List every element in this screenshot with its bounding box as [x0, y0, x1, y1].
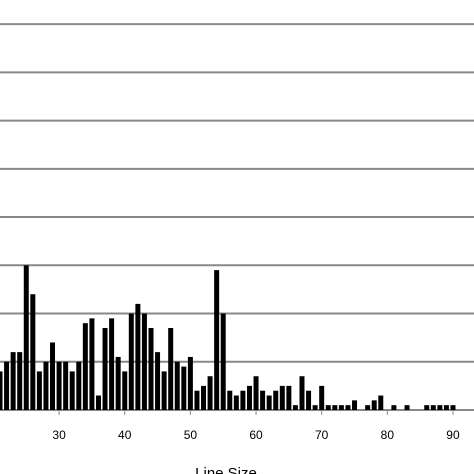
bar [95, 395, 101, 410]
bar [292, 405, 298, 410]
bar [122, 371, 128, 410]
bar [246, 385, 252, 410]
bar [286, 385, 292, 410]
bar [345, 405, 351, 410]
bar [82, 323, 88, 410]
bar [443, 405, 449, 410]
bar [201, 385, 207, 410]
x-tick-label: 90 [446, 428, 460, 442]
bar [233, 395, 239, 410]
bar [43, 361, 49, 410]
bar [161, 371, 167, 410]
bar [0, 371, 3, 410]
bar [325, 405, 331, 410]
bar [174, 361, 180, 410]
bar [279, 385, 285, 410]
bar [23, 265, 29, 410]
bar [391, 405, 397, 410]
bar [76, 361, 82, 410]
bar [450, 405, 456, 410]
bar [187, 356, 193, 410]
bar [253, 376, 259, 410]
bar [227, 390, 233, 410]
x-tick-label: 40 [118, 428, 132, 442]
bar [128, 313, 134, 410]
bar [63, 361, 69, 410]
bar [352, 400, 358, 410]
bar [168, 328, 174, 410]
bar [207, 376, 213, 410]
bar [135, 303, 141, 410]
bar [17, 352, 23, 410]
bar [332, 405, 338, 410]
bar [404, 405, 410, 410]
bar [266, 395, 272, 410]
x-tick-label: 30 [52, 428, 66, 442]
bar [299, 376, 305, 410]
bar [214, 270, 220, 410]
bar [181, 366, 187, 410]
bar [10, 352, 16, 410]
bar [148, 328, 154, 410]
bar [89, 318, 95, 410]
bar [36, 371, 42, 410]
bar [437, 405, 443, 410]
bar [50, 342, 56, 410]
bar [273, 390, 279, 410]
x-tick-label: 80 [381, 428, 395, 442]
x-tick-label: 60 [249, 428, 263, 442]
bar [378, 395, 384, 410]
bar [115, 356, 121, 410]
x-tick-label: 70 [315, 428, 329, 442]
bar [109, 318, 115, 410]
bar [69, 371, 75, 410]
bar [220, 313, 226, 410]
bar [30, 294, 36, 410]
bar [430, 405, 436, 410]
bar [194, 390, 200, 410]
bar [155, 352, 161, 410]
bar [240, 390, 246, 410]
bar [338, 405, 344, 410]
x-axis-label: Line Size [195, 465, 257, 474]
x-tick-label: 50 [184, 428, 198, 442]
bar [4, 361, 10, 410]
bar [141, 313, 147, 410]
bar [260, 390, 266, 410]
bar [365, 405, 371, 410]
bar [371, 400, 377, 410]
bar [312, 405, 318, 410]
bar [102, 328, 108, 410]
bar [56, 361, 62, 410]
bar [319, 385, 325, 410]
bar [424, 405, 430, 410]
bar [306, 390, 312, 410]
